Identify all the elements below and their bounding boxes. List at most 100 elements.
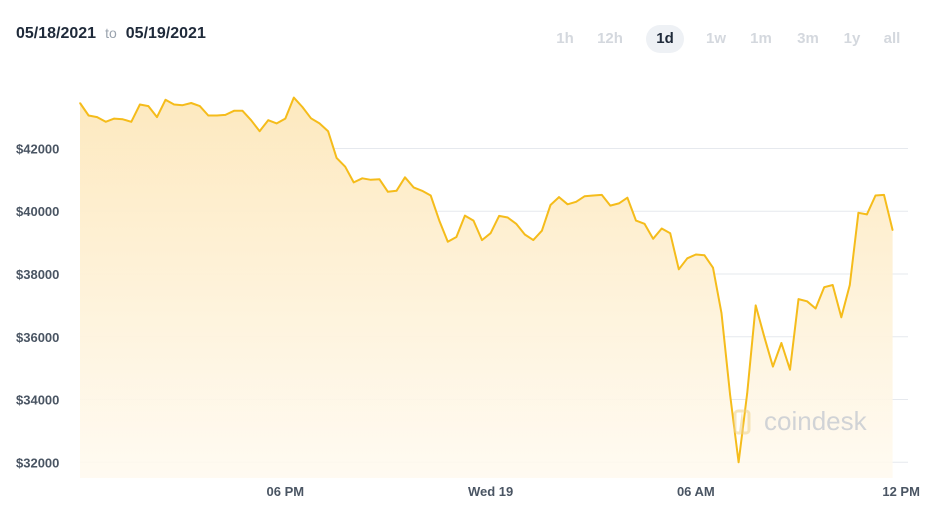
price-point <box>284 117 287 120</box>
price-point <box>361 177 364 180</box>
y-tick-label: $42000 <box>16 141 59 156</box>
price-point <box>310 117 312 120</box>
price-point <box>233 110 235 112</box>
price-point <box>318 122 321 125</box>
price-point <box>429 194 432 197</box>
price-point <box>541 229 543 232</box>
date-range: 05/18/2021 to 05/19/2021 <box>16 25 206 43</box>
price-point <box>113 117 115 120</box>
price-point <box>703 254 706 256</box>
price-point <box>849 284 851 286</box>
price-point <box>472 219 475 222</box>
price-point <box>746 392 748 395</box>
price-point <box>814 307 817 310</box>
price-area-fill <box>80 97 893 478</box>
price-point <box>601 194 603 196</box>
price-point <box>173 103 175 106</box>
price-point <box>840 316 843 319</box>
y-tick-label: $40000 <box>16 204 59 219</box>
x-tick-label: Wed 19 <box>468 484 513 499</box>
price-point <box>532 239 535 241</box>
price-point <box>524 233 526 236</box>
range-button-12h[interactable]: 12h <box>597 30 623 47</box>
price-point <box>224 114 227 116</box>
price-point <box>891 229 894 231</box>
x-tick-label: 06 AM <box>677 484 715 499</box>
price-point <box>395 190 398 192</box>
price-point <box>207 114 210 117</box>
price-point <box>618 202 620 205</box>
price-point <box>344 165 347 168</box>
price-point <box>301 106 304 108</box>
price-point <box>370 179 372 181</box>
price-point <box>558 196 560 198</box>
price-point <box>147 105 150 107</box>
price-point <box>412 186 415 189</box>
price-point <box>660 227 663 230</box>
x-tick-label: 06 PM <box>267 484 305 499</box>
price-point <box>686 257 689 260</box>
price-point <box>199 105 201 107</box>
price-point <box>327 130 329 132</box>
price-point <box>797 298 800 300</box>
price-point <box>592 194 594 197</box>
range-button-1h[interactable]: 1h <box>556 30 574 47</box>
price-point <box>866 213 868 216</box>
chart-header: 05/18/2021 to 05/19/2021 1h 12h 1d 1w 1m 3… <box>0 0 931 70</box>
x-axis-ticks: 06 PM Wed 19 06 AM 12 PM <box>267 484 920 499</box>
price-point <box>678 268 680 271</box>
range-button-3m[interactable]: 3m <box>797 30 819 47</box>
range-button-1d[interactable]: 1d <box>646 25 684 53</box>
price-point <box>575 201 577 203</box>
price-point <box>293 96 295 99</box>
price-point <box>275 122 278 125</box>
price-point <box>737 461 740 464</box>
price-point <box>79 102 81 104</box>
date-range-separator: to <box>105 25 117 41</box>
price-point <box>352 181 355 184</box>
price-point <box>241 110 244 112</box>
price-point <box>378 178 381 180</box>
y-tick-label: $32000 <box>16 455 59 470</box>
price-point <box>635 219 637 222</box>
price-point <box>216 114 218 117</box>
price-point <box>643 223 646 225</box>
price-point <box>695 253 697 256</box>
price-point <box>489 232 492 234</box>
price-point <box>772 365 774 368</box>
time-range-selector: 1h 12h 1d 1w 1m 3m 1y all <box>0 25 931 55</box>
price-point <box>258 130 261 132</box>
price-point <box>190 102 192 104</box>
price-point <box>669 232 671 234</box>
price-point <box>506 216 509 219</box>
price-point <box>763 336 766 338</box>
price-point <box>104 121 107 123</box>
date-from: 05/18/2021 <box>16 25 97 42</box>
price-point <box>156 116 158 118</box>
range-button-1m[interactable]: 1m <box>750 30 772 47</box>
price-point <box>335 157 338 159</box>
price-point <box>754 304 757 307</box>
x-tick-label: 12 PM <box>882 484 920 499</box>
range-button-1y[interactable]: 1y <box>843 30 861 47</box>
price-point <box>874 194 877 197</box>
price-point <box>609 204 612 207</box>
range-button-all[interactable]: all <box>883 30 901 47</box>
price-line <box>79 96 894 464</box>
price-point <box>831 284 834 286</box>
watermark-text: coindesk <box>764 406 868 436</box>
range-button-1w[interactable]: 1w <box>705 30 726 47</box>
price-point <box>122 118 124 121</box>
price-point <box>464 214 466 217</box>
price-point <box>267 119 270 121</box>
price-point <box>515 223 517 225</box>
y-axis-ticks: $32000 $34000 $36000 $38000 $40000 $42000 <box>16 141 59 470</box>
price-point <box>387 191 389 193</box>
price-point <box>729 394 731 396</box>
y-tick-label: $34000 <box>16 393 59 408</box>
price-point <box>498 215 500 217</box>
area-fill-layer <box>80 97 893 478</box>
price-point <box>583 195 586 197</box>
price-line-layer <box>79 96 894 464</box>
